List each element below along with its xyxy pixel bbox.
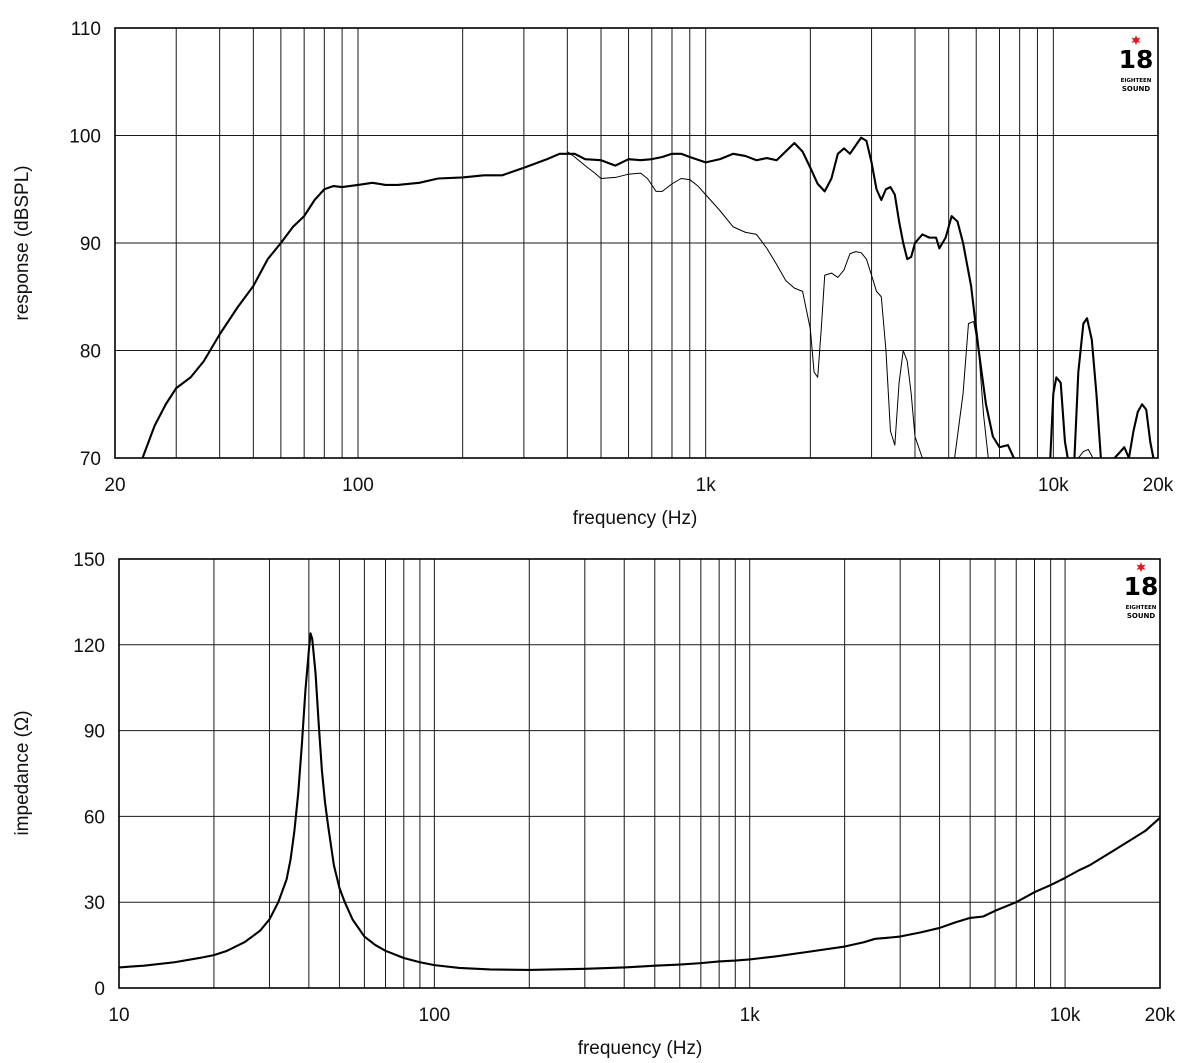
curve-thick-2 <box>1073 317 1102 458</box>
x-tick-label: 10 <box>108 1005 129 1026</box>
y-tick-label: 30 <box>84 893 105 914</box>
logo-sound-text: SOUND <box>1127 612 1156 620</box>
x-tick-label: 20 <box>104 475 125 496</box>
x-tick-label: 20k <box>1145 1005 1176 1026</box>
brand-logo-top: 18 EIGHTEEN SOUND <box>1119 35 1154 93</box>
response-plot-frame <box>114 27 1159 459</box>
curve-thick-3 <box>1113 446 1130 458</box>
y-tick-label: 100 <box>69 127 101 148</box>
impedance-curves <box>119 632 1160 972</box>
impedance-plot-frame <box>118 558 1161 989</box>
impedance-grid <box>119 559 1160 988</box>
logo-number: 18 <box>1124 572 1159 601</box>
y-tick-label: 150 <box>73 550 105 571</box>
x-tick-label: 100 <box>419 1005 451 1026</box>
y-tick-label: 110 <box>71 19 101 40</box>
x-tick-label: 10k <box>1038 475 1069 496</box>
impedance-chart: 0 30 60 90 120 150 10 100 1k 10k 20k frequency (H… <box>12 550 1176 1059</box>
x-tick-label: 1k <box>696 475 717 496</box>
curve-thick-1 <box>1049 376 1069 458</box>
star-icon <box>1136 562 1146 573</box>
impedance-x-axis-label: frequency (Hz) <box>578 1038 703 1059</box>
y-tick-label: 90 <box>84 722 105 743</box>
logo-sound-text: SOUND <box>1122 85 1151 93</box>
impedance-y-tick-labels: 0 30 60 90 120 150 <box>73 550 105 1000</box>
curve-thin-6 <box>954 320 989 458</box>
curve-thin-7 <box>1077 448 1094 458</box>
response-y-tick-labels: 70 80 90 100 110 <box>69 19 101 470</box>
x-tick-label: 100 <box>342 475 374 496</box>
response-x-axis-label: frequency (Hz) <box>573 508 698 529</box>
response-curves <box>141 136 1155 458</box>
x-tick-label: 20k <box>1143 475 1174 496</box>
logo-eighteen-text: EIGHTEEN <box>1126 605 1157 611</box>
logo-number: 18 <box>1119 45 1154 74</box>
curve-thin-5 <box>567 151 923 458</box>
y-tick-label: 60 <box>84 807 105 828</box>
y-tick-label: 0 <box>94 979 105 1000</box>
curve-thick-0 <box>119 632 1160 972</box>
curve-thick-4 <box>1127 403 1155 458</box>
y-tick-label: 90 <box>80 234 101 255</box>
curve-thick-0 <box>141 136 1015 458</box>
x-tick-label: 10k <box>1050 1005 1081 1026</box>
response-grid <box>115 28 1158 458</box>
y-tick-label: 70 <box>80 449 101 470</box>
frequency-response-chart: 70 80 90 100 110 20 100 1k 10k 20k frequency (Hz… <box>12 19 1174 529</box>
brand-logo-bottom: 18 EIGHTEEN SOUND <box>1124 562 1159 620</box>
response-y-axis-label: response (dBSPL) <box>12 165 33 320</box>
y-tick-label: 80 <box>80 342 101 363</box>
impedance-y-axis-label: impedance (Ω) <box>12 710 33 835</box>
response-x-tick-labels: 20 100 1k 10k 20k <box>104 475 1173 496</box>
logo-eighteen-text: EIGHTEEN <box>1121 78 1152 84</box>
impedance-x-tick-labels: 10 100 1k 10k 20k <box>108 1005 1175 1026</box>
x-tick-label: 1k <box>740 1005 761 1026</box>
star-icon <box>1131 35 1141 46</box>
y-tick-label: 120 <box>73 636 105 657</box>
